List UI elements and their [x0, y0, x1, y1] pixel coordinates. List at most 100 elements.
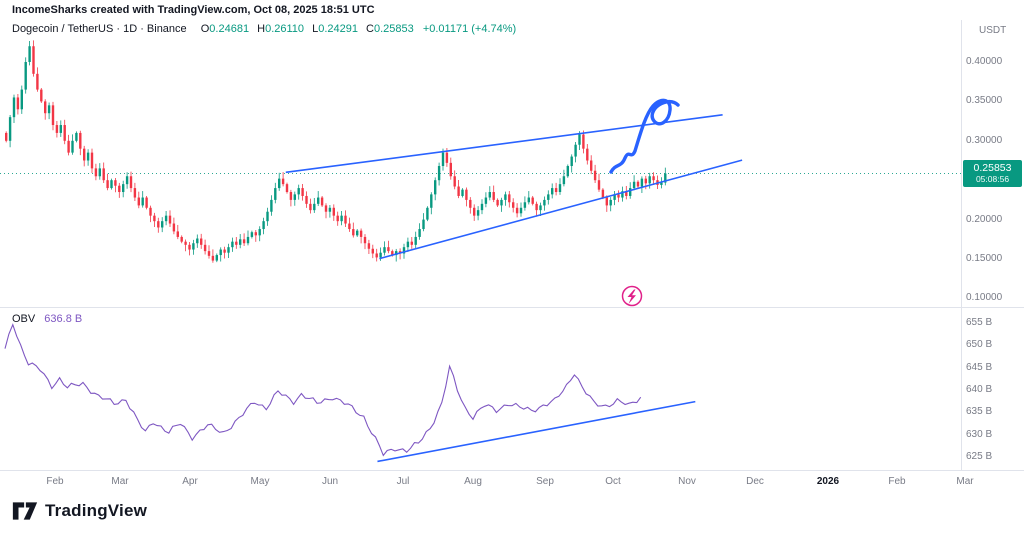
open-value: 0.24681 [209, 23, 250, 35]
lightning-sticker-circle[interactable] [621, 285, 643, 307]
obv-tick: 645 B [966, 361, 993, 373]
candle [141, 197, 144, 206]
candle [258, 229, 261, 236]
candle [613, 194, 616, 200]
candle [207, 251, 211, 256]
candle [63, 125, 66, 141]
candle [270, 199, 273, 212]
candle [418, 229, 421, 237]
candle [12, 97, 16, 118]
time-tick: Apr [182, 476, 198, 487]
candle [86, 152, 90, 161]
candle [274, 188, 277, 200]
time-tick: 2026 [816, 476, 840, 487]
candle [47, 105, 51, 114]
close-value: 0.25853 [374, 23, 414, 35]
candle [200, 238, 203, 245]
time-tick: May [250, 476, 270, 487]
high-label: H [257, 23, 266, 35]
projection-arrow[interactable] [609, 98, 680, 174]
bar-countdown: 05:08:56 [975, 173, 1010, 184]
obv-tick: 650 B [966, 339, 993, 351]
candle [94, 168, 98, 177]
time-tick: Jul [396, 476, 410, 487]
candle [188, 244, 191, 250]
candle [324, 205, 328, 212]
candle [593, 170, 597, 181]
tradingview-logo-text: TradingView [45, 501, 148, 520]
candle [262, 221, 265, 230]
candle [215, 255, 218, 261]
obv-line [4, 323, 642, 457]
candle [278, 178, 281, 189]
candle [223, 249, 226, 253]
price-trendline[interactable] [285, 114, 723, 174]
symbol-title[interactable]: Dogecoin / TetherUS · 1D · Binance [12, 23, 187, 35]
candle [24, 62, 27, 90]
pane-divider[interactable] [0, 307, 1024, 308]
candle [328, 207, 332, 212]
candle [313, 203, 316, 211]
candle [363, 236, 367, 244]
obv-tick: 640 B [966, 384, 993, 395]
candle [539, 205, 542, 211]
price-axis-divider [961, 20, 962, 470]
candle [519, 207, 523, 214]
candle [512, 202, 515, 208]
obv-trendline[interactable] [377, 400, 696, 463]
candle [51, 105, 55, 126]
candle [79, 132, 82, 149]
candle [383, 247, 386, 253]
candle [617, 194, 620, 198]
candle [125, 176, 129, 185]
candle [266, 211, 269, 222]
candle [110, 180, 113, 189]
time-tick: Nov [678, 476, 696, 487]
candle [153, 215, 156, 222]
candle [469, 199, 472, 208]
candle [597, 180, 601, 190]
candle [348, 223, 351, 230]
time-tick: Jun [321, 476, 339, 487]
symbol-legend: Dogecoin / TetherUS · 1D · Binance O0.24… [12, 23, 516, 35]
candle [305, 195, 308, 204]
candle [203, 244, 207, 252]
obv-label[interactable]: OBV [12, 313, 36, 325]
candle [492, 192, 495, 200]
candle [465, 189, 468, 200]
time-axis[interactable]: Feb Mar Apr May Jun Jul Aug Sep Oct Nov Dec 2026 Feb… [0, 470, 1024, 492]
candle [239, 239, 242, 245]
candle [250, 232, 254, 237]
candle [83, 148, 86, 161]
current-price-badge[interactable]: 0.25853 05:08:56 [963, 159, 1022, 187]
high-value: 0.26110 [265, 23, 305, 35]
price-tick: 0.10000 [966, 292, 1003, 304]
candle [632, 181, 636, 189]
candle [227, 247, 230, 253]
price-tick: 0.40000 [966, 56, 1003, 67]
change-value: +0.01171 (+4.74%) [422, 23, 517, 35]
candle [196, 238, 199, 244]
candle [640, 178, 644, 187]
candle [570, 156, 573, 167]
price-trendline[interactable] [379, 159, 743, 260]
candle [371, 248, 374, 254]
candle [562, 176, 566, 185]
candle [317, 197, 320, 204]
candle [359, 230, 363, 237]
attribution-text: IncomeSharks created with TradingView.co… [12, 4, 375, 16]
candle [293, 194, 296, 200]
candle [422, 219, 425, 230]
candle [297, 188, 300, 195]
candle [406, 241, 410, 248]
candle [246, 236, 250, 244]
price-axis-unit: USDT [979, 25, 1007, 36]
candle [98, 168, 101, 177]
candle [480, 203, 484, 211]
candle [336, 215, 339, 222]
candle [122, 184, 125, 193]
candle [40, 89, 43, 102]
candle [114, 180, 117, 186]
tradingview-footer[interactable]: TradingView [12, 500, 147, 522]
